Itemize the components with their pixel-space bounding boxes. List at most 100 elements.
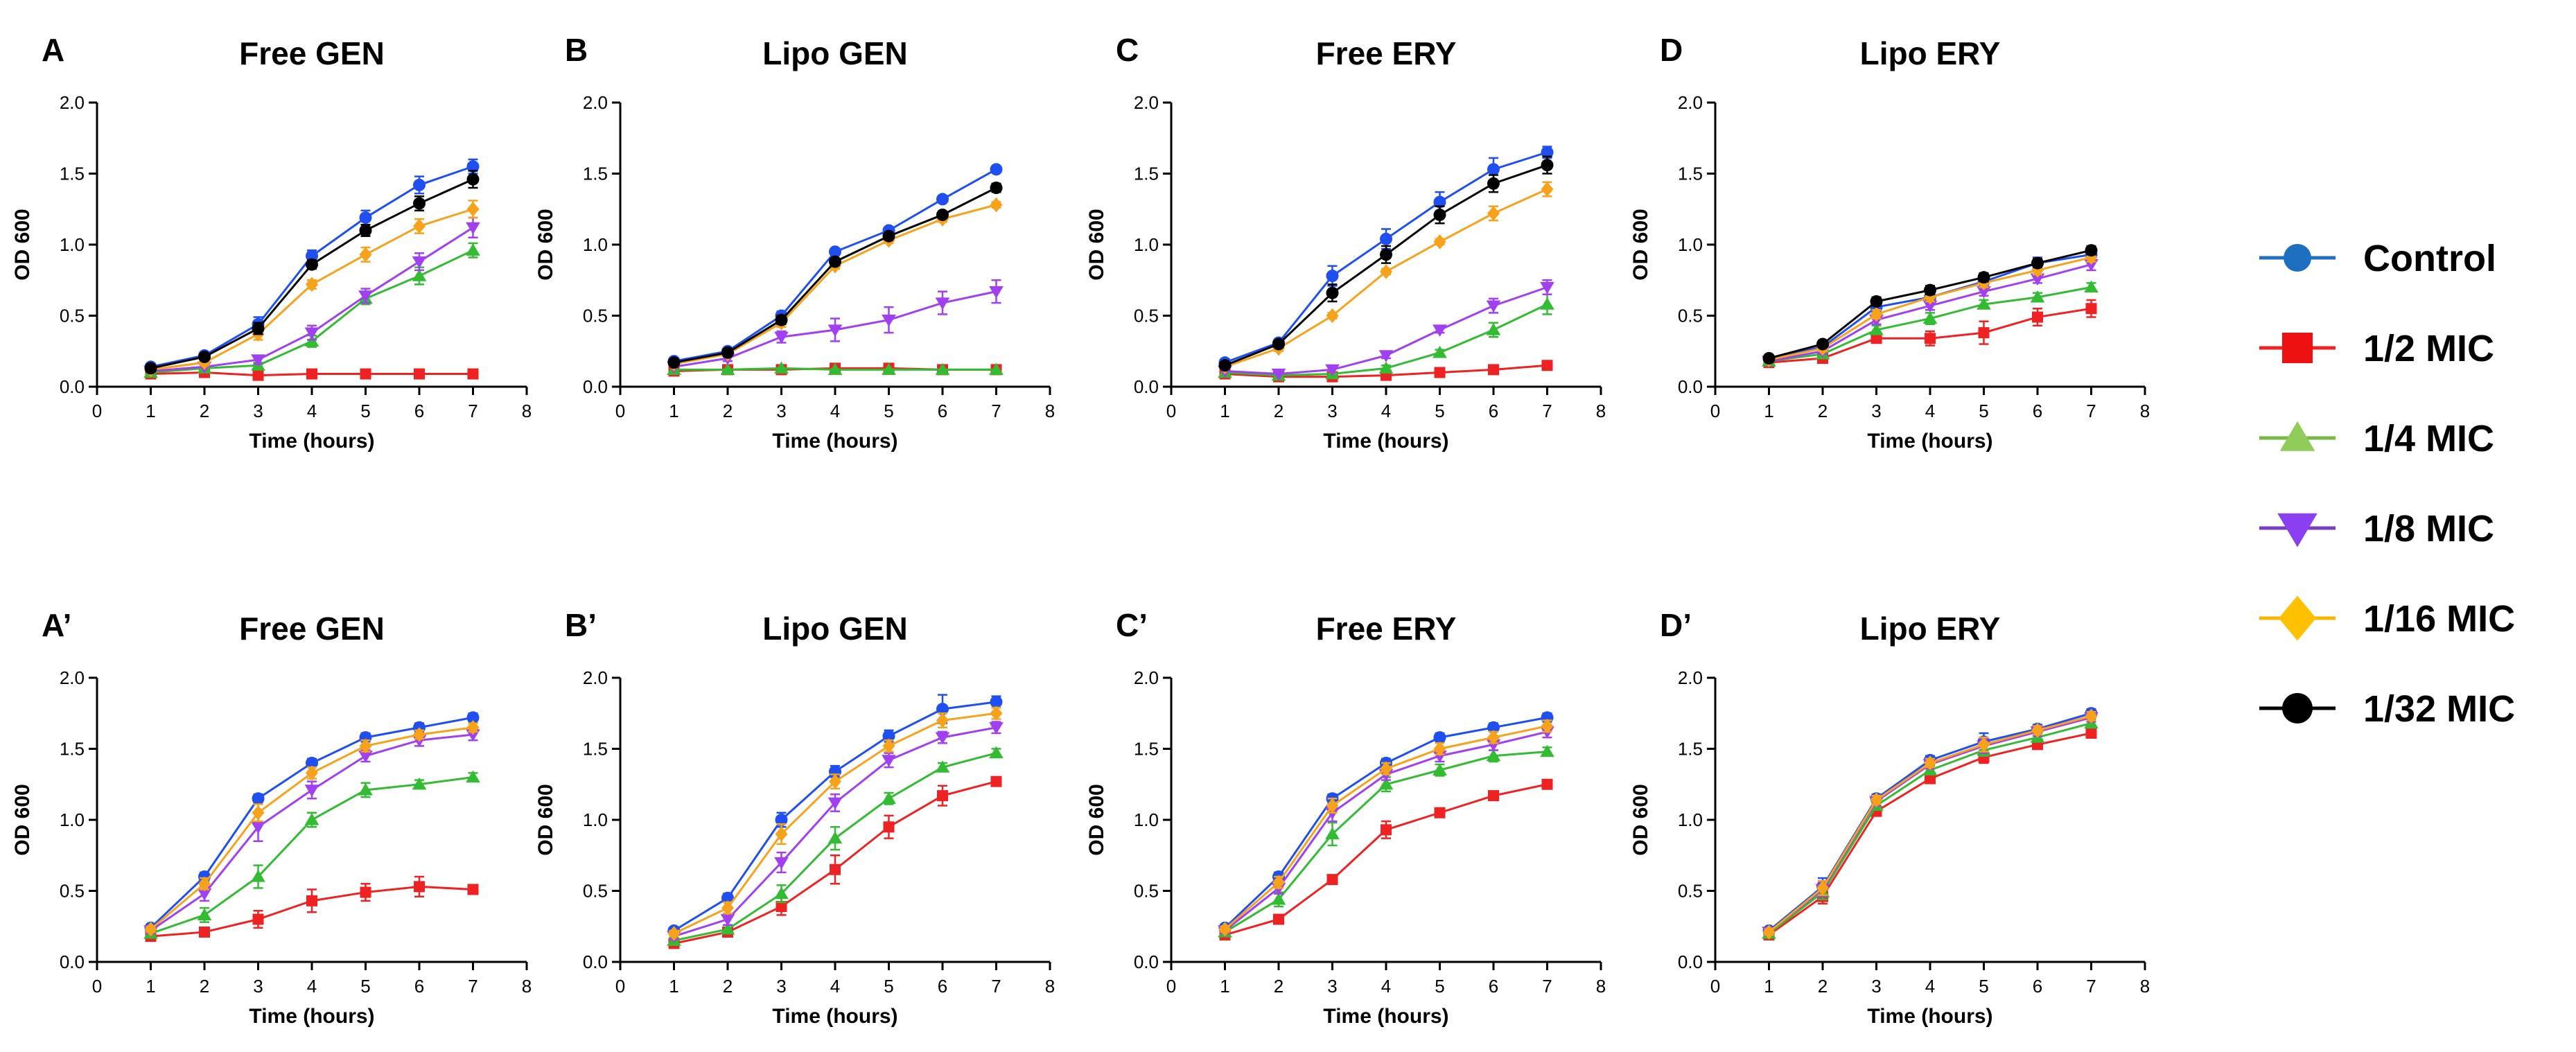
series-control (667, 694, 1003, 937)
data-point (1924, 283, 1936, 297)
data-point (1977, 737, 1990, 753)
series-1-4-mic (1762, 716, 2099, 939)
data-point (252, 322, 265, 335)
data-point (1925, 773, 1936, 784)
data-point (936, 703, 949, 716)
x-tick-label: 6 (1489, 401, 1498, 421)
data-point (414, 881, 425, 893)
panel-letter: A (42, 32, 64, 68)
data-point (2032, 311, 2043, 323)
data-point (1380, 248, 1392, 261)
data-point (935, 732, 950, 744)
legend-entry-1-32-mic: 1/32 MIC (2259, 688, 2515, 730)
x-tick-label: 4 (1925, 401, 1935, 421)
data-point (1487, 163, 1500, 176)
x-tick-label: 7 (991, 976, 1001, 997)
chart-title: Lipo GEN (762, 611, 908, 647)
y-tick-label: 1.0 (1134, 809, 1159, 830)
y-tick-label: 0.0 (1134, 952, 1159, 972)
data-point (1488, 790, 1499, 802)
x-tick-label: 7 (991, 401, 1001, 421)
data-point (251, 821, 265, 834)
series-1-32-mic (1218, 155, 1554, 372)
data-point (2085, 727, 2097, 739)
series-1-4-mic (1218, 293, 1554, 381)
y-tick-label: 0.0 (583, 376, 608, 397)
data-point (1378, 361, 1394, 374)
series-1-32-mic (667, 182, 1003, 369)
data-point (882, 315, 896, 327)
data-point (306, 757, 318, 769)
data-point (989, 286, 1004, 299)
data-point (1378, 777, 1394, 790)
y-axis-label: OD 600 (11, 784, 34, 855)
panel-c-chart: C Free ERY 0.0 0.5 1.0 1.5 2.0 0 1 2 3 4 5 6 7 8 Time (h… (1085, 32, 1606, 453)
y-tick-label: 1.0 (1678, 809, 1703, 830)
data-point (304, 327, 319, 340)
x-tick-label: 8 (2140, 976, 2150, 997)
data-point (306, 765, 318, 781)
series-1-16-mic (144, 200, 480, 378)
x-tick-label: 0 (92, 401, 102, 421)
data-point (883, 821, 895, 833)
y-tick-label: 1.5 (1134, 164, 1159, 184)
series-1-4-mic (667, 361, 1004, 376)
x-tick-label: 5 (1435, 401, 1444, 421)
y-tick-label: 1.5 (60, 164, 85, 184)
legend-entry-1-16-mic: 1/16 MIC (2259, 595, 2515, 641)
data-point (882, 791, 896, 804)
x-tick-label: 7 (468, 976, 477, 997)
legend-marker (2279, 421, 2315, 451)
data-point (359, 224, 372, 237)
data-point (667, 356, 681, 369)
legend-label: 1/16 MIC (2363, 598, 2515, 640)
data-point (1326, 286, 1339, 299)
data-point (2084, 280, 2099, 293)
data-point (1380, 232, 1392, 245)
data-point (1433, 234, 1446, 249)
data-point (1432, 345, 1447, 358)
data-point (1433, 195, 1446, 209)
data-point (935, 297, 950, 310)
y-tick-label: 2.0 (1678, 92, 1703, 113)
y-tick-label: 2.0 (1678, 667, 1703, 688)
data-point (936, 712, 949, 728)
y-tick-label: 1.0 (583, 809, 608, 830)
data-point (936, 208, 949, 221)
data-point (198, 350, 211, 363)
panel-a-prime-chart: A’ Free GEN 0.0 0.5 1.0 1.5 2.0 0 1 2 3 4 5 6 7 8 Time (… (11, 607, 532, 1028)
x-tick-label: 6 (2033, 401, 2042, 421)
x-tick-label: 0 (92, 976, 102, 997)
x-tick-label: 8 (522, 976, 532, 997)
x-tick-label: 6 (414, 401, 424, 421)
data-point (935, 362, 950, 376)
data-point (827, 362, 843, 376)
data-point (199, 926, 210, 938)
data-point (2085, 708, 2098, 724)
x-axis-label: Time (hours) (1867, 430, 1992, 453)
y-tick-label: 0.5 (1678, 306, 1703, 326)
y-tick-label: 0.0 (60, 376, 85, 397)
data-point (936, 193, 949, 206)
legend-marker (2279, 595, 2316, 641)
x-tick-label: 6 (938, 401, 947, 421)
y-tick-label: 1.5 (583, 164, 608, 184)
data-point (358, 783, 373, 796)
data-point (776, 901, 787, 913)
data-point (830, 863, 841, 875)
data-point (1380, 761, 1392, 776)
data-point (466, 222, 480, 235)
series-1-8-mic (1218, 279, 1554, 381)
panel-letter: D’ (1660, 607, 1692, 643)
data-point (774, 331, 789, 344)
data-point (1816, 880, 1829, 896)
data-point (252, 913, 264, 925)
data-point (1432, 324, 1447, 337)
data-point (775, 313, 788, 326)
x-axis-label: Time (hours) (772, 1005, 897, 1028)
data-point (1816, 337, 1829, 351)
legend-marker (2277, 513, 2317, 547)
x-tick-label: 4 (307, 401, 317, 421)
panel-a-chart: A Free GEN 0.0 0.5 1.0 1.5 2.0 0 1 2 3 4 5 6 7 8 Time (h… (11, 32, 532, 453)
